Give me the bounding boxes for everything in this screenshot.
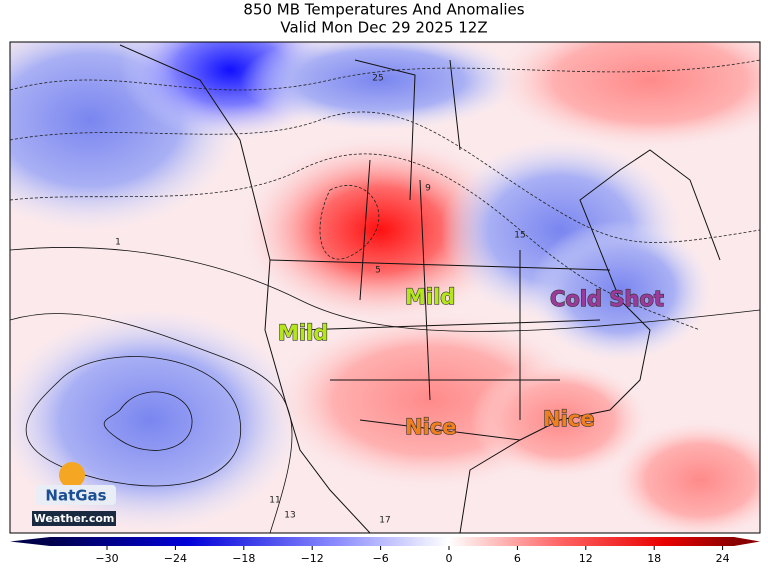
coastlines [119, 44, 721, 533]
logo-bar [32, 511, 116, 526]
contour-labels: 25 1 9 15 5 11 13 17 [115, 74, 526, 526]
colorbar-end-low [10, 537, 50, 546]
map-frame [9, 41, 761, 534]
logo-name: NatGas [45, 487, 106, 505]
logo: NatGas Weather.com [32, 462, 116, 526]
contour-label: 25 [372, 74, 383, 84]
map-annotation: Cold Shot [550, 287, 664, 311]
colorbar-gradient [50, 537, 734, 546]
logo-badge [36, 485, 116, 505]
logo-site: Weather.com [34, 512, 115, 525]
colorbar-tick-label: −6 [372, 552, 388, 565]
subtitle: Valid Mon Dec 29 2025 12Z [280, 19, 487, 37]
colorbar-tick-label: 12 [579, 552, 593, 565]
colorbar-tick-label: 0 [446, 552, 453, 565]
colorbar: −30 −24 −18 −12 −6 0 6 12 18 24 [10, 537, 760, 565]
colorbar-tick-label: 6 [514, 552, 521, 565]
contour-label: 13 [284, 511, 295, 521]
contour-label: 9 [425, 184, 431, 194]
map: 25 1 9 15 5 11 13 17 [10, 42, 760, 533]
map-annotation: Mild [405, 285, 455, 309]
contour-label: 1 [115, 238, 121, 248]
contour-label: 11 [269, 496, 280, 506]
contour-label: 5 [375, 266, 381, 276]
colorbar-tick-label: −12 [301, 552, 324, 565]
map-annotation: Mild [278, 321, 328, 345]
map-annotation: Nice [405, 415, 456, 439]
isotherms-dashed [10, 59, 760, 331]
colorbar-tick-label: −24 [164, 552, 187, 565]
map-annotation: Nice [543, 407, 594, 431]
contour-label: 15 [514, 231, 525, 241]
colorbar-end-high [734, 537, 760, 546]
logo-sun [59, 462, 85, 488]
colorbar-tick-label: −18 [232, 552, 255, 565]
contour-label: 17 [379, 516, 390, 526]
colorbar-tick-label: 18 [647, 552, 661, 565]
colorbar-tick-label: 24 [716, 552, 730, 565]
colorbar-tick-label: −30 [95, 552, 118, 565]
title: 850 MB Temperatures And Anomalies [243, 1, 524, 19]
isotherms-solid [10, 247, 760, 533]
